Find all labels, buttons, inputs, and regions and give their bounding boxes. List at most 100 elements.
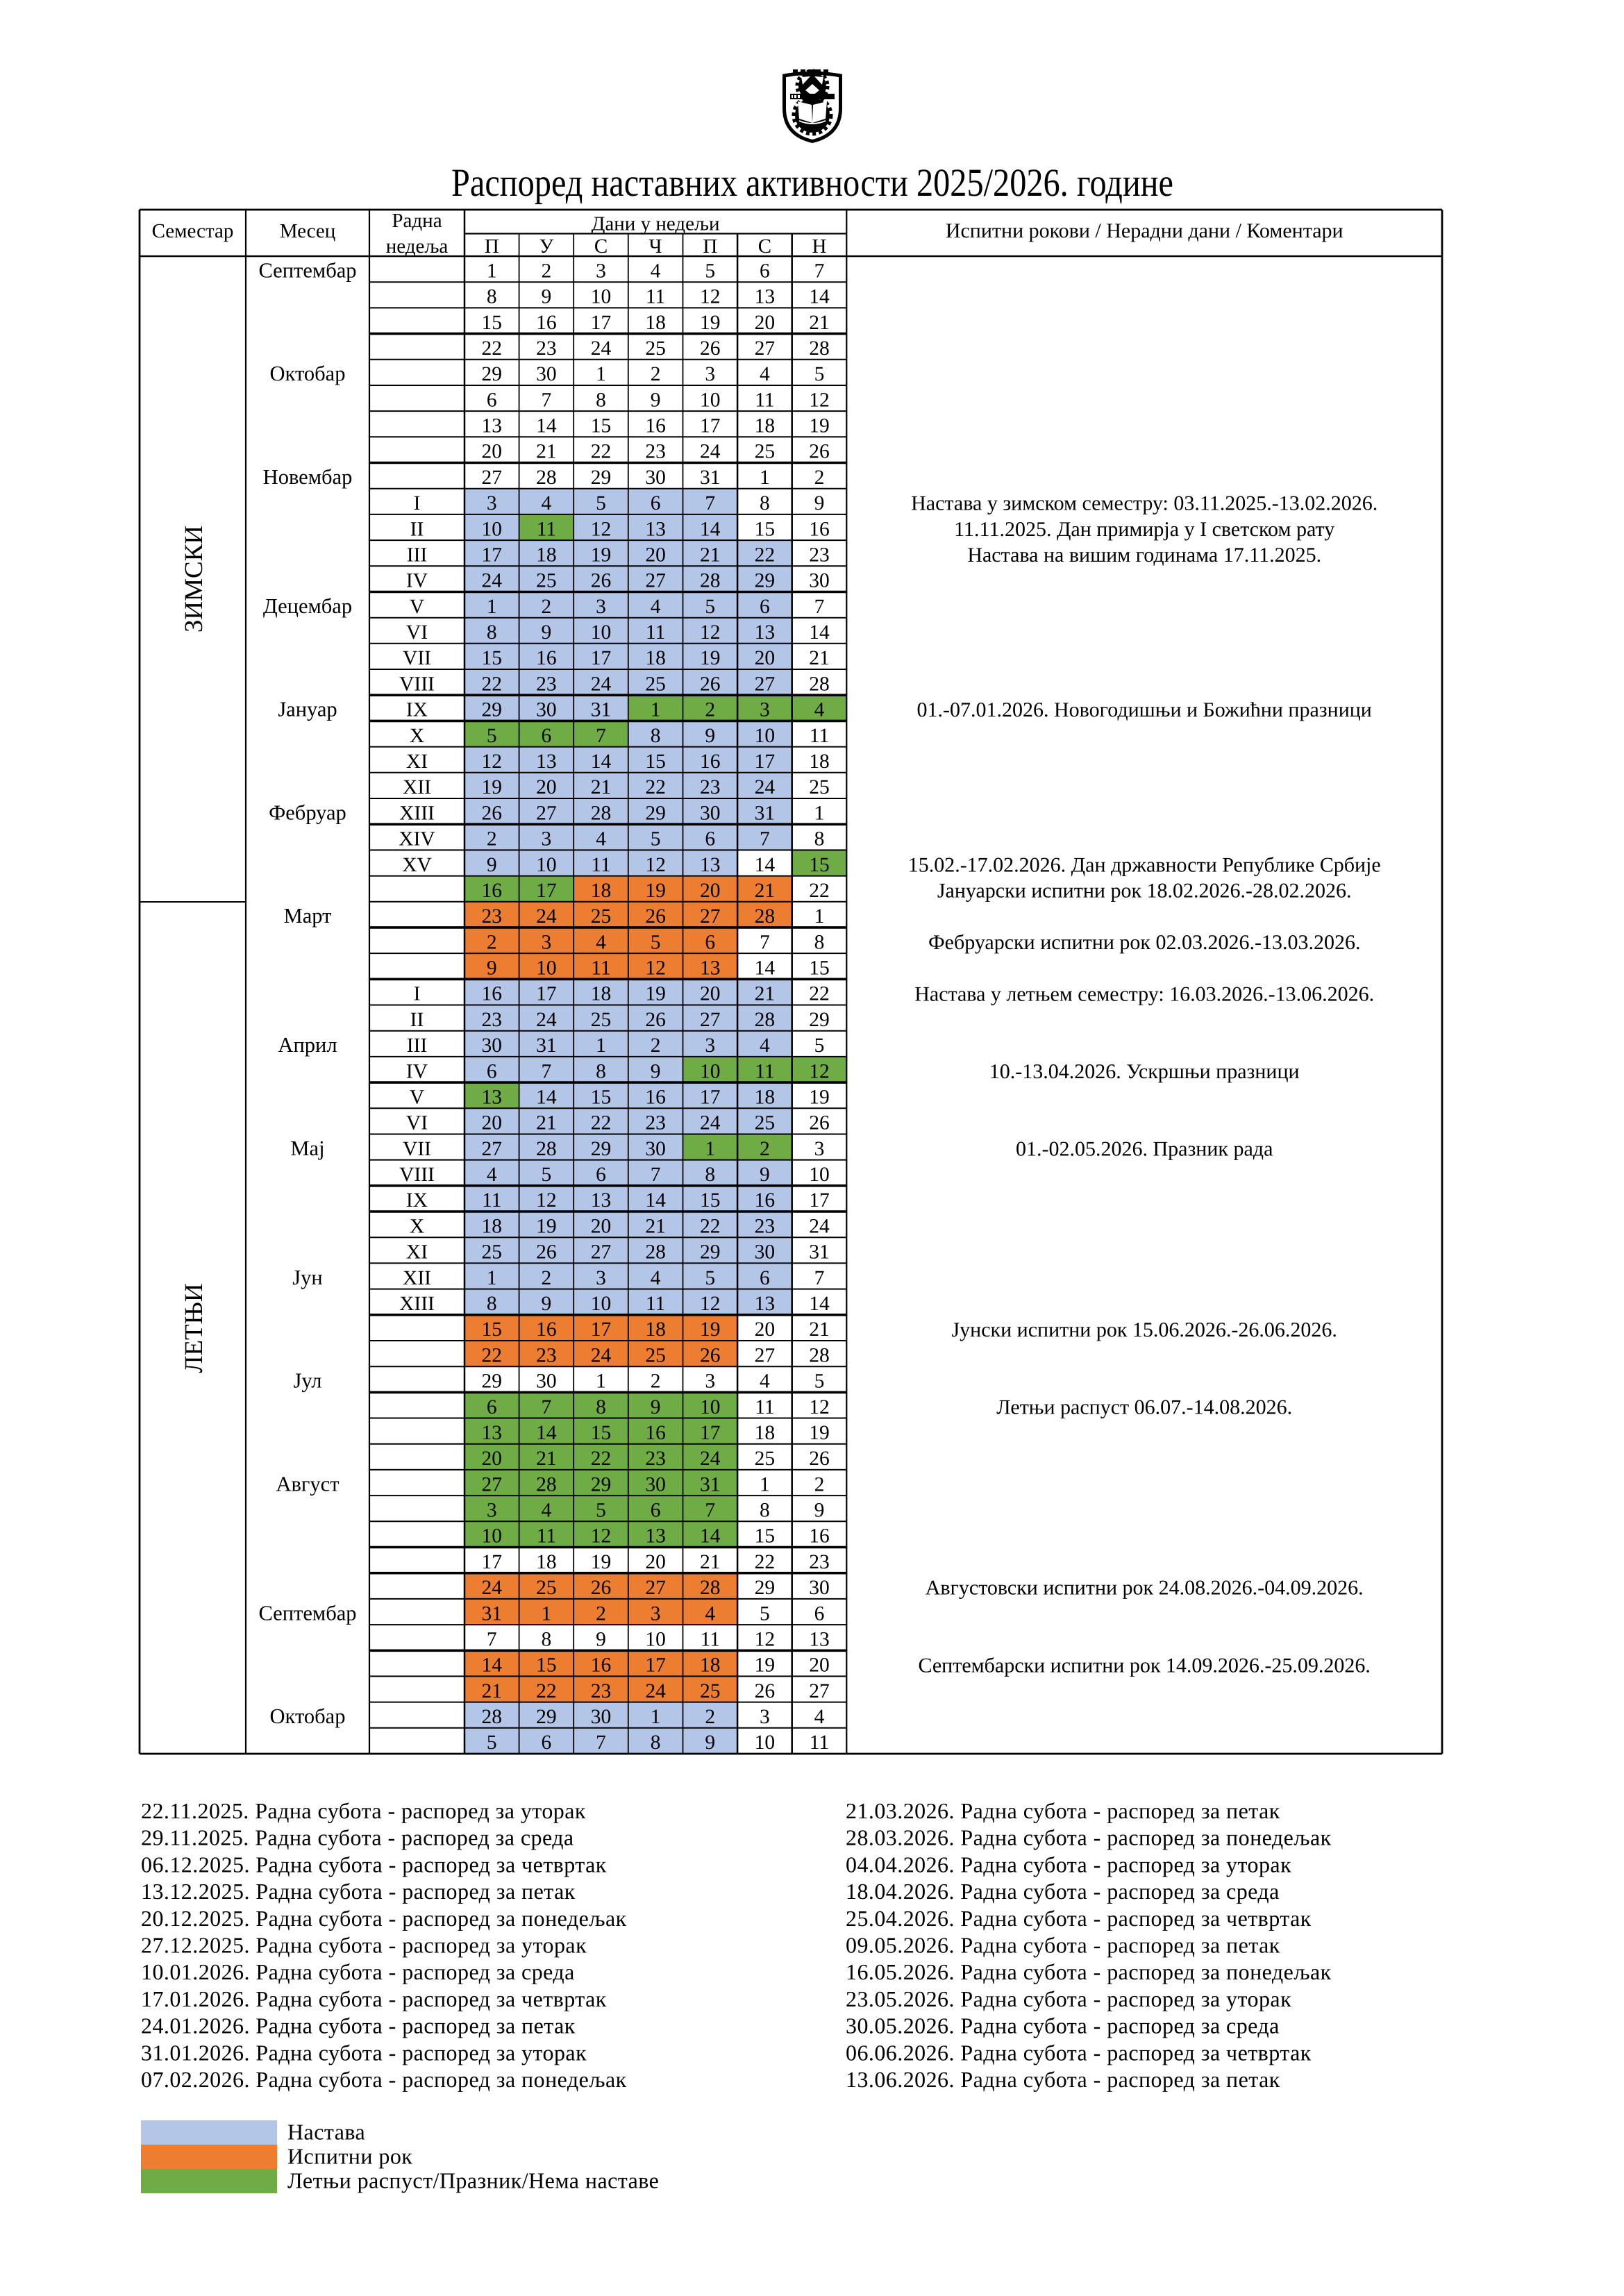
svg-text:11: 11 (701, 1629, 720, 1651)
svg-text:1: 1 (542, 1602, 552, 1625)
svg-text:12: 12 (645, 854, 666, 876)
svg-text:9: 9 (542, 1293, 552, 1315)
svg-text:30: 30 (809, 570, 830, 592)
svg-text:21: 21 (536, 1112, 557, 1134)
svg-text:8: 8 (542, 1629, 552, 1651)
svg-text:01.-07.01.2026. Новогодишњи и: 01.-07.01.2026. Новогодишњи и Божићни пр… (917, 698, 1372, 721)
svg-text:30: 30 (755, 1241, 776, 1264)
svg-text:28: 28 (591, 802, 612, 824)
svg-text:12: 12 (536, 1189, 557, 1212)
svg-text:С: С (758, 235, 771, 258)
svg-text:12: 12 (645, 957, 666, 980)
svg-text:10: 10 (755, 725, 776, 747)
svg-text:ЛЕТЊИ: ЛЕТЊИ (180, 1283, 208, 1373)
svg-text:13.12.2025. Радна субота - рас: 13.12.2025. Радна субота - распоред за п… (141, 1879, 576, 1904)
svg-text:26: 26 (591, 1577, 612, 1599)
svg-text:5: 5 (542, 1164, 552, 1186)
svg-text:27: 27 (755, 1344, 776, 1366)
svg-text:11: 11 (591, 854, 610, 876)
svg-text:V: V (410, 596, 424, 618)
svg-text:14: 14 (755, 957, 776, 980)
svg-text:13: 13 (755, 286, 776, 308)
svg-text:Испитни рокови / Нерадни дани: Испитни рокови / Нерадни дани / Коментар… (946, 219, 1343, 242)
svg-text:Јануарски испитни рок 18.02.20: Јануарски испитни рок 18.02.2026.-28.02.… (937, 880, 1352, 903)
svg-text:17.01.2026. Радна субота - рас: 17.01.2026. Радна субота - распоред за ч… (141, 1986, 607, 2011)
svg-text:23: 23 (809, 1551, 830, 1573)
svg-text:27: 27 (755, 337, 776, 360)
svg-text:13: 13 (700, 957, 721, 980)
svg-text:7: 7 (596, 725, 606, 747)
svg-text:27: 27 (591, 1241, 612, 1264)
svg-text:Септембарски испитни рок 14.09: Септембарски испитни рок 14.09.2026.-25.… (918, 1654, 1370, 1677)
svg-text:22: 22 (482, 673, 503, 695)
svg-text:15: 15 (809, 854, 830, 876)
svg-text:24: 24 (755, 776, 776, 798)
svg-text:3: 3 (596, 260, 606, 282)
svg-text:8: 8 (596, 1060, 606, 1082)
svg-text:28: 28 (755, 905, 776, 928)
svg-text:8: 8 (487, 1293, 497, 1315)
svg-text:IX: IX (406, 699, 428, 721)
svg-text:10: 10 (700, 389, 721, 411)
svg-text:28.03.2026. Радна субота - рас: 28.03.2026. Радна субота - распоред за п… (846, 1825, 1332, 1850)
svg-text:Настава: Настава (287, 2120, 365, 2145)
svg-text:11: 11 (646, 286, 665, 308)
svg-text:VIII: VIII (399, 673, 435, 695)
svg-text:XII: XII (403, 1267, 431, 1289)
svg-text:21.03.2026. Радна субота - рас: 21.03.2026. Радна субота - распоред за п… (846, 1798, 1280, 1823)
svg-text:1: 1 (596, 363, 606, 385)
svg-text:1: 1 (596, 1034, 606, 1057)
svg-text:13: 13 (482, 1422, 503, 1444)
svg-text:12: 12 (809, 389, 830, 411)
svg-text:III: III (407, 544, 427, 567)
svg-text:10.-13.04.2026. Ускршњи празни: 10.-13.04.2026. Ускршњи празници (989, 1060, 1300, 1083)
svg-text:19: 19 (700, 1318, 721, 1341)
svg-text:8: 8 (760, 1500, 770, 1522)
svg-text:7: 7 (487, 1629, 497, 1651)
svg-text:23: 23 (591, 1680, 612, 1702)
svg-text:26: 26 (536, 1241, 557, 1264)
svg-text:Настава у зимском семестру: 03: Настава у зимском семестру: 03.11.2025.-… (911, 492, 1378, 515)
svg-text:04.04.2026. Радна субота - рас: 04.04.2026. Радна субота - распоред за у… (846, 1852, 1291, 1877)
svg-text:14: 14 (809, 621, 830, 644)
svg-text:9: 9 (814, 492, 825, 514)
svg-text:23: 23 (536, 1344, 557, 1366)
svg-text:Летњи распуст/Празник/Нема нас: Летњи распуст/Празник/Нема наставе (287, 2168, 659, 2193)
svg-text:07.02.2026. Радна субота - рас: 07.02.2026. Радна субота - распоред за п… (141, 2067, 627, 2092)
svg-text:28: 28 (755, 1009, 776, 1031)
svg-text:11: 11 (537, 518, 556, 540)
svg-text:25: 25 (591, 1009, 612, 1031)
svg-text:22: 22 (809, 983, 830, 1005)
svg-text:24: 24 (536, 905, 557, 928)
svg-text:Септембар: Септембар (258, 258, 356, 282)
svg-text:X: X (410, 725, 424, 747)
svg-text:24: 24 (536, 1009, 557, 1031)
svg-text:25: 25 (809, 776, 830, 798)
svg-text:13.06.2026. Радна субота - рас: 13.06.2026. Радна субота - распоред за п… (846, 2067, 1280, 2092)
svg-text:4: 4 (760, 363, 770, 385)
svg-text:20: 20 (700, 880, 721, 902)
svg-text:Распоред наставних активности: Распоред наставних активности 2025/2026.… (451, 161, 1173, 205)
svg-text:2: 2 (542, 1267, 552, 1289)
svg-text:28: 28 (809, 1344, 830, 1366)
svg-text:IV: IV (406, 570, 428, 592)
svg-text:12: 12 (809, 1396, 830, 1418)
svg-text:27: 27 (700, 1009, 721, 1031)
svg-text:8: 8 (596, 389, 606, 411)
svg-text:16: 16 (536, 647, 557, 669)
svg-text:Августовски испитни рок 24.08.: Августовски испитни рок 24.08.2026.-04.0… (926, 1577, 1364, 1600)
svg-text:IV: IV (406, 1060, 428, 1082)
svg-text:14: 14 (755, 854, 776, 876)
svg-text:17: 17 (536, 983, 557, 1005)
svg-text:30: 30 (536, 699, 557, 721)
svg-text:30: 30 (645, 1138, 666, 1160)
svg-text:3: 3 (651, 1602, 661, 1625)
svg-text:7: 7 (814, 260, 825, 282)
svg-text:11: 11 (591, 957, 610, 980)
svg-text:7: 7 (705, 492, 715, 514)
svg-text:6: 6 (651, 1500, 661, 1522)
svg-text:7: 7 (760, 931, 770, 953)
svg-text:17: 17 (755, 751, 776, 773)
svg-text:16: 16 (809, 1525, 830, 1548)
svg-text:2: 2 (705, 699, 715, 721)
